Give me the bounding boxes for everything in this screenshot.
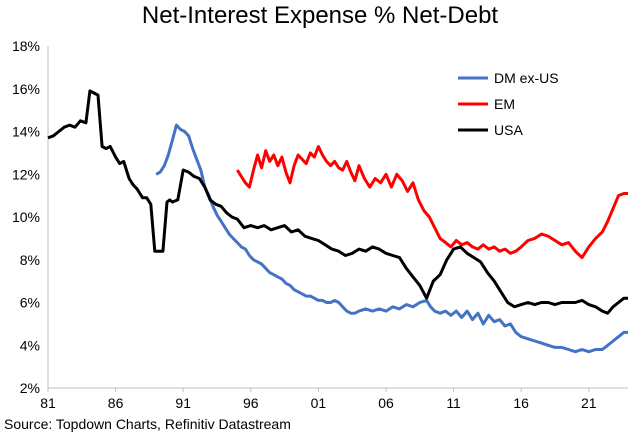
y-tick-label: 8%: [20, 252, 40, 268]
series-line-dm-ex-us: [155, 123, 628, 354]
y-tick-label: 2%: [20, 380, 40, 396]
legend-label: DM ex-US: [494, 70, 559, 86]
x-tick-label: 91: [175, 395, 191, 411]
y-tick-label: 6%: [20, 295, 40, 311]
x-tick-label: 96: [243, 395, 259, 411]
x-tick-labels: 81 86 91 96 01 06 11 16 21: [40, 388, 597, 411]
series-line-usa: [47, 89, 628, 315]
y-tick-labels: 2% 4% 6% 8% 10% 12% 14% 16% 18%: [12, 38, 40, 396]
chart-title: Net-Interest Expense % Net-Debt: [141, 2, 499, 29]
x-tick-label: 06: [378, 395, 394, 411]
x-tick-label: 11: [446, 395, 461, 411]
y-tick-label: 10%: [12, 209, 40, 225]
legend-label: USA: [494, 122, 523, 138]
x-tick-label: 86: [108, 395, 124, 411]
y-tick-label: 12%: [12, 166, 40, 182]
series-line-em: [236, 145, 628, 260]
x-tick-label: 21: [581, 395, 597, 411]
x-tick-label: 01: [311, 395, 327, 411]
y-tick-label: 14%: [12, 124, 40, 140]
legend-label: EM: [494, 96, 515, 112]
y-tick-label: 16%: [12, 81, 40, 97]
series-lines: [47, 89, 628, 354]
y-tick-label: 18%: [12, 38, 40, 54]
source-note: Source: Topdown Charts, Refinitiv Datast…: [4, 416, 291, 432]
y-tick-label: 4%: [20, 337, 40, 353]
x-tick-label: 81: [40, 395, 56, 411]
x-tick-label: 16: [513, 395, 529, 411]
legend: DM ex-US EM USA: [458, 70, 559, 138]
